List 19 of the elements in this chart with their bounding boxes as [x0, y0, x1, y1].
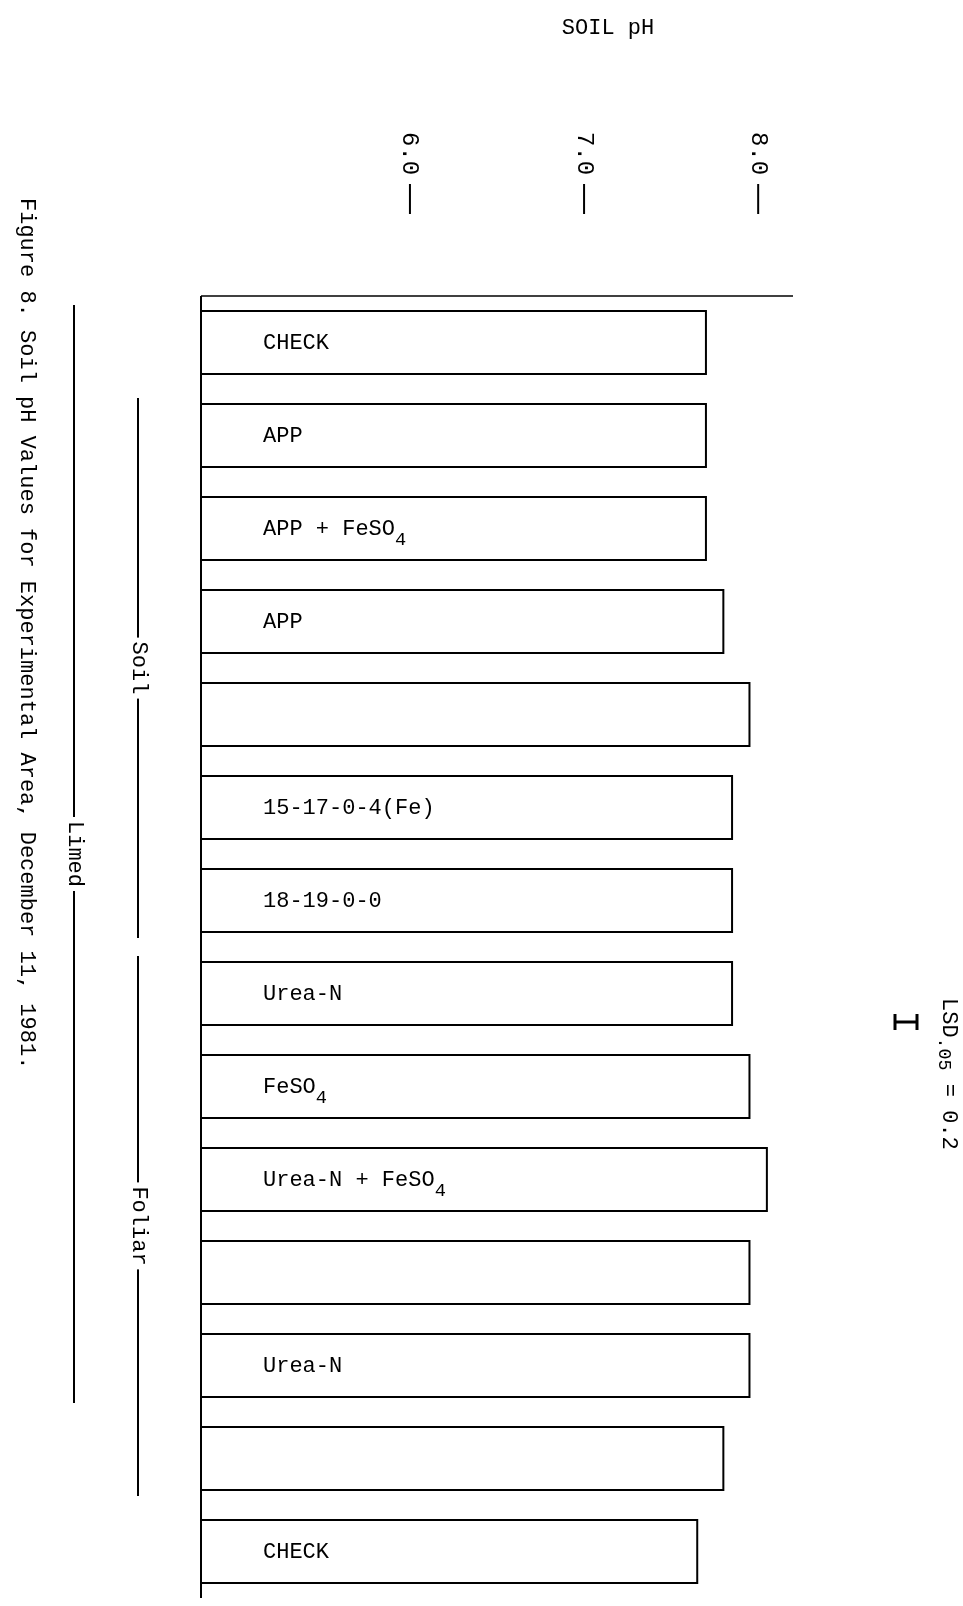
text: Limed — [62, 820, 87, 887]
x-tick-label: 8.0 — [744, 132, 772, 176]
y-tick-label: FeSO$_{4}$ — [263, 1074, 328, 1109]
x-tick-label: 7.0 — [570, 132, 598, 176]
x-tick-label: 6.0 — [396, 132, 424, 176]
x-axis-title: SOIL pH — [561, 16, 655, 41]
text: Figure 8. Soil pH Values for Experimental Area, December 11, 1981. — [14, 198, 39, 1070]
text: Soil — [126, 641, 151, 695]
text: Foliar — [126, 1186, 151, 1266]
y-tick-label: CHECK — [263, 330, 330, 356]
y-tick-label: CHECK — [263, 1539, 330, 1565]
y-tick-label: APP — [263, 423, 303, 449]
y-tick-label: APP — [263, 609, 303, 635]
y-tick-label: Urea-N — [263, 981, 343, 1007]
y-tick-label: APP + FeSO$_{4}$ — [263, 516, 407, 551]
y-tick-label: 18-19-0-0 — [263, 888, 382, 914]
y-tick-label: Urea-N + FeSO$_{4}$ — [263, 1167, 446, 1202]
y-tick-label: 15-17-0-4(Fe) — [263, 795, 435, 821]
y-tick-label: Urea-N — [263, 1353, 343, 1379]
